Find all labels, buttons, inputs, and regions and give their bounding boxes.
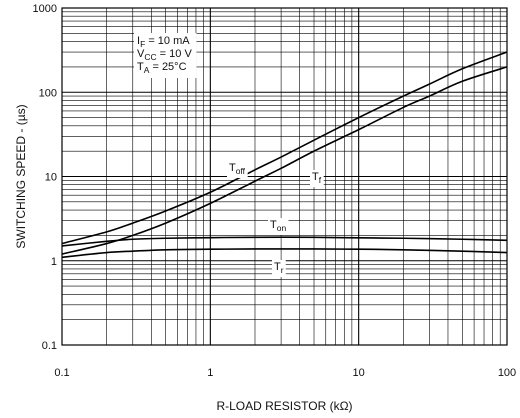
curve-label-ton: Ton (268, 218, 289, 235)
series-line-ton (61, 236, 508, 247)
curve-label-toff-text: Toff (229, 162, 246, 176)
curve-label-tf-bg (310, 170, 324, 187)
y-tick-label: 1 (51, 256, 57, 268)
series-line-toff (61, 51, 508, 245)
curve-label-toff-bg (227, 161, 248, 178)
y-tick-label: 100 (39, 87, 57, 99)
y-tick-label: 0.1 (42, 340, 57, 352)
x-tick-label: 10 (353, 367, 365, 379)
curve-label-tr-text: Tr (274, 261, 284, 275)
series-group (61, 51, 508, 259)
condition-line: VCC = 10 V (137, 48, 192, 62)
curve-labels: Toff Tf Ton Tr (227, 161, 324, 277)
condition-line: TA = 25°C (137, 61, 187, 75)
y-tick-labels: 0.1 1 10 100 1000 (33, 3, 57, 352)
conditions-bg (134, 33, 197, 78)
y-tick-label: 10 (45, 172, 57, 184)
x-tick-label: 0.1 (54, 367, 69, 379)
x-axis-label: R-LOAD RESISTOR (kΩ) (216, 399, 352, 413)
grid-major (62, 8, 507, 345)
curve-label-toff: Toff (227, 161, 248, 178)
series-line-tf (61, 66, 508, 255)
y-axis-label: SWITCHING SPEED - (µs) (14, 104, 28, 248)
y-tick-label: 1000 (33, 3, 57, 15)
curve-label-ton-bg (268, 218, 289, 235)
curve-label-tf: Tf (310, 170, 324, 187)
plot-frame (61, 7, 508, 346)
x-tick-label: 100 (498, 367, 516, 379)
curve-label-tr-bg (272, 260, 286, 277)
curve-label-ton-text: Ton (270, 219, 286, 233)
x-tick-labels: 0.1 1 10 100 (54, 367, 516, 379)
condition-line-text: IF = 10 mA (137, 35, 190, 49)
x-tick-label: 1 (207, 367, 213, 379)
series-line-tr (61, 248, 508, 259)
condition-line-text: VCC = 10 V (137, 48, 192, 62)
curve-label-tr: Tr (272, 260, 286, 277)
curve-label-tf-text: Tf (312, 171, 322, 185)
condition-line-text: TA = 25°C (137, 61, 187, 75)
condition-line: IF = 10 mA (137, 35, 190, 49)
